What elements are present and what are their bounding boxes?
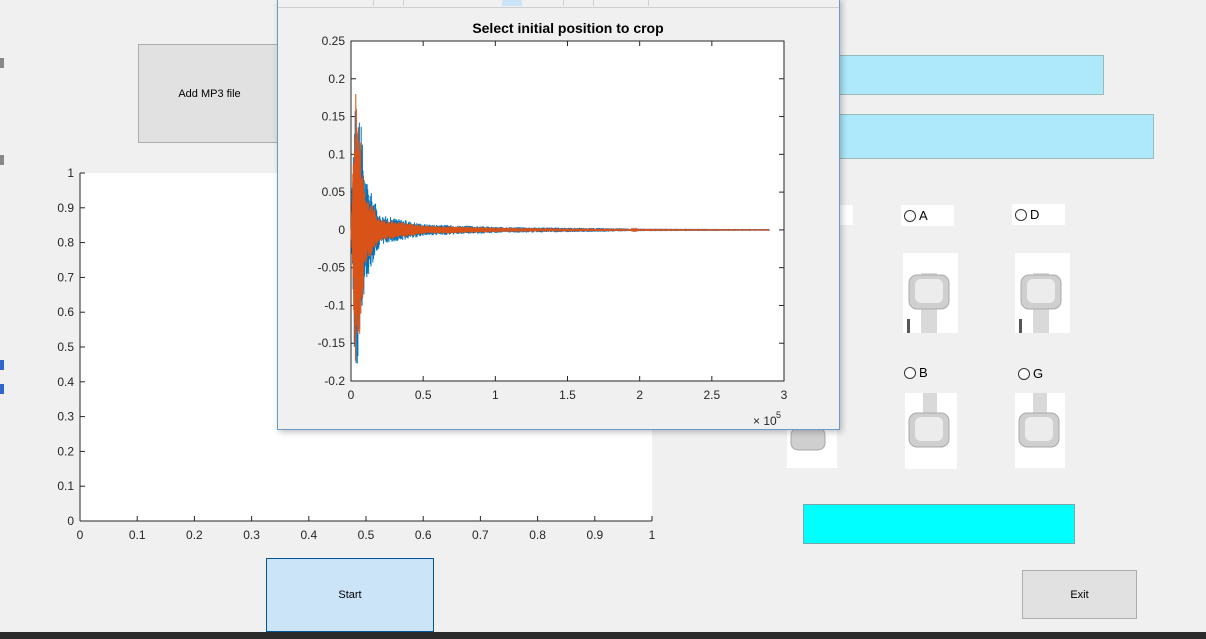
chart-y-tick-label: -0.2 — [324, 374, 345, 388]
info-field-1 — [836, 55, 1104, 95]
window-edge-mark — [0, 360, 4, 370]
add-mp3-label: Add MP3 file — [178, 87, 241, 100]
radio-b-label: B — [919, 365, 928, 380]
main-x-tick-label: 0.2 — [186, 528, 203, 542]
chart-x-tick-label: 1.5 — [559, 388, 576, 402]
tuning-peg-image — [1015, 393, 1065, 468]
main-x-tick-label: 0.3 — [243, 528, 260, 542]
radio-b[interactable]: B — [901, 362, 949, 383]
chart-x-tick-label: 2 — [636, 388, 643, 402]
main-y-tick-label: 0.3 — [57, 410, 74, 424]
toolbar-separator — [563, 0, 564, 6]
radio-a-label: A — [919, 208, 928, 223]
radio-partial — [836, 205, 853, 225]
chart-y-tick-label: -0.15 — [318, 336, 346, 350]
info-field-2 — [836, 114, 1154, 159]
main-x-tick-label: 0.7 — [472, 528, 489, 542]
radio-g-circle[interactable] — [1018, 367, 1030, 380]
chart-y-tick-label: -0.05 — [318, 261, 346, 275]
main-y-tick-label: 0.1 — [57, 479, 74, 493]
figure-window[interactable]: Select initial position to crop 0 0.5 1 1.5… — [277, 0, 840, 430]
tuning-peg-image — [787, 428, 837, 468]
main-x-tick-label: 0.1 — [129, 528, 146, 542]
radio-b-circle[interactable] — [904, 366, 916, 379]
start-button[interactable]: Start — [266, 558, 434, 632]
main-y-tick-label: 0.8 — [57, 236, 74, 250]
window-edge-mark — [0, 384, 4, 394]
tuning-peg-image — [905, 393, 957, 469]
chart-plot-area[interactable] — [350, 40, 785, 382]
window-edge-mark — [0, 58, 4, 68]
main-y-tick-label: 0 — [67, 514, 74, 528]
main-y-tick-label: 0.4 — [57, 375, 74, 389]
window-edge-mark — [0, 155, 4, 165]
chart-y-tick-label: 0.05 — [322, 185, 346, 199]
tuning-peg-image — [1015, 253, 1070, 333]
main-x-tick-label: 0.6 — [415, 528, 432, 542]
chart-series-line — [350, 93, 770, 361]
figure-toolbar — [278, 0, 839, 8]
chart-title: Select initial position to crop — [472, 20, 663, 36]
chart-x-tick-label: 2.5 — [703, 388, 720, 402]
chart-y-tick-label: -0.1 — [324, 298, 345, 312]
chart-x-tick-label: 3 — [781, 388, 788, 402]
x-multiplier-base: × 10 — [753, 414, 777, 428]
radio-g-label: G — [1033, 366, 1044, 381]
main-x-tick-label: 0 — [77, 528, 84, 542]
radio-d[interactable]: D — [1012, 204, 1065, 225]
chart-x-tick-label: 0 — [348, 388, 355, 402]
start-label: Start — [338, 589, 362, 601]
chart-x-tick-label: 1 — [492, 388, 499, 402]
x-multiplier-exponent: 5 — [776, 410, 781, 420]
radio-g[interactable]: G — [1015, 363, 1063, 384]
crop-chart[interactable]: Select initial position to crop 0 0.5 1 1.5… — [278, 0, 839, 429]
toolbar-separator — [593, 0, 594, 6]
toolbar-selected-tool[interactable] — [502, 0, 522, 6]
chart-y-tick-label: 0.15 — [322, 110, 346, 124]
exit-button[interactable]: Exit — [1022, 570, 1137, 619]
radio-d-circle[interactable] — [1015, 208, 1027, 221]
radio-a-circle[interactable] — [904, 209, 916, 222]
main-y-tick-label: 0.7 — [57, 270, 74, 284]
taskbar — [0, 632, 1206, 639]
toolbar-separator — [403, 0, 404, 6]
main-x-tick-label: 0.5 — [358, 528, 375, 542]
chart-y-tick-label: 0.1 — [328, 147, 345, 161]
chart-y-tick-label: 0.2 — [328, 72, 345, 86]
main-y-tick-label: 0.6 — [57, 305, 74, 319]
main-y-tick-label: 0.5 — [57, 340, 74, 354]
radio-d-label: D — [1030, 207, 1040, 222]
radio-a[interactable]: A — [901, 205, 954, 226]
main-x-tick-label: 0.9 — [586, 528, 603, 542]
chart-y-tick-label: 0.25 — [322, 34, 346, 48]
toolbar-separator — [373, 0, 374, 6]
tuning-peg-image — [903, 253, 958, 333]
add-mp3-button[interactable]: Add MP3 file — [138, 44, 281, 143]
exit-label: Exit — [1070, 588, 1089, 601]
main-y-tick-label: 1 — [67, 166, 74, 180]
main-x-tick-label: 0.4 — [300, 528, 317, 542]
toolbar-separator — [648, 0, 649, 6]
chart-x-tick-label: 0.5 — [415, 388, 432, 402]
main-y-tick-label: 0.9 — [57, 201, 74, 215]
result-field — [803, 504, 1075, 544]
main-x-tick-label: 0.8 — [529, 528, 546, 542]
chart-y-tick-label: 0 — [338, 223, 345, 237]
main-x-tick-label: 1 — [649, 528, 656, 542]
main-y-tick-label: 0.2 — [57, 444, 74, 458]
